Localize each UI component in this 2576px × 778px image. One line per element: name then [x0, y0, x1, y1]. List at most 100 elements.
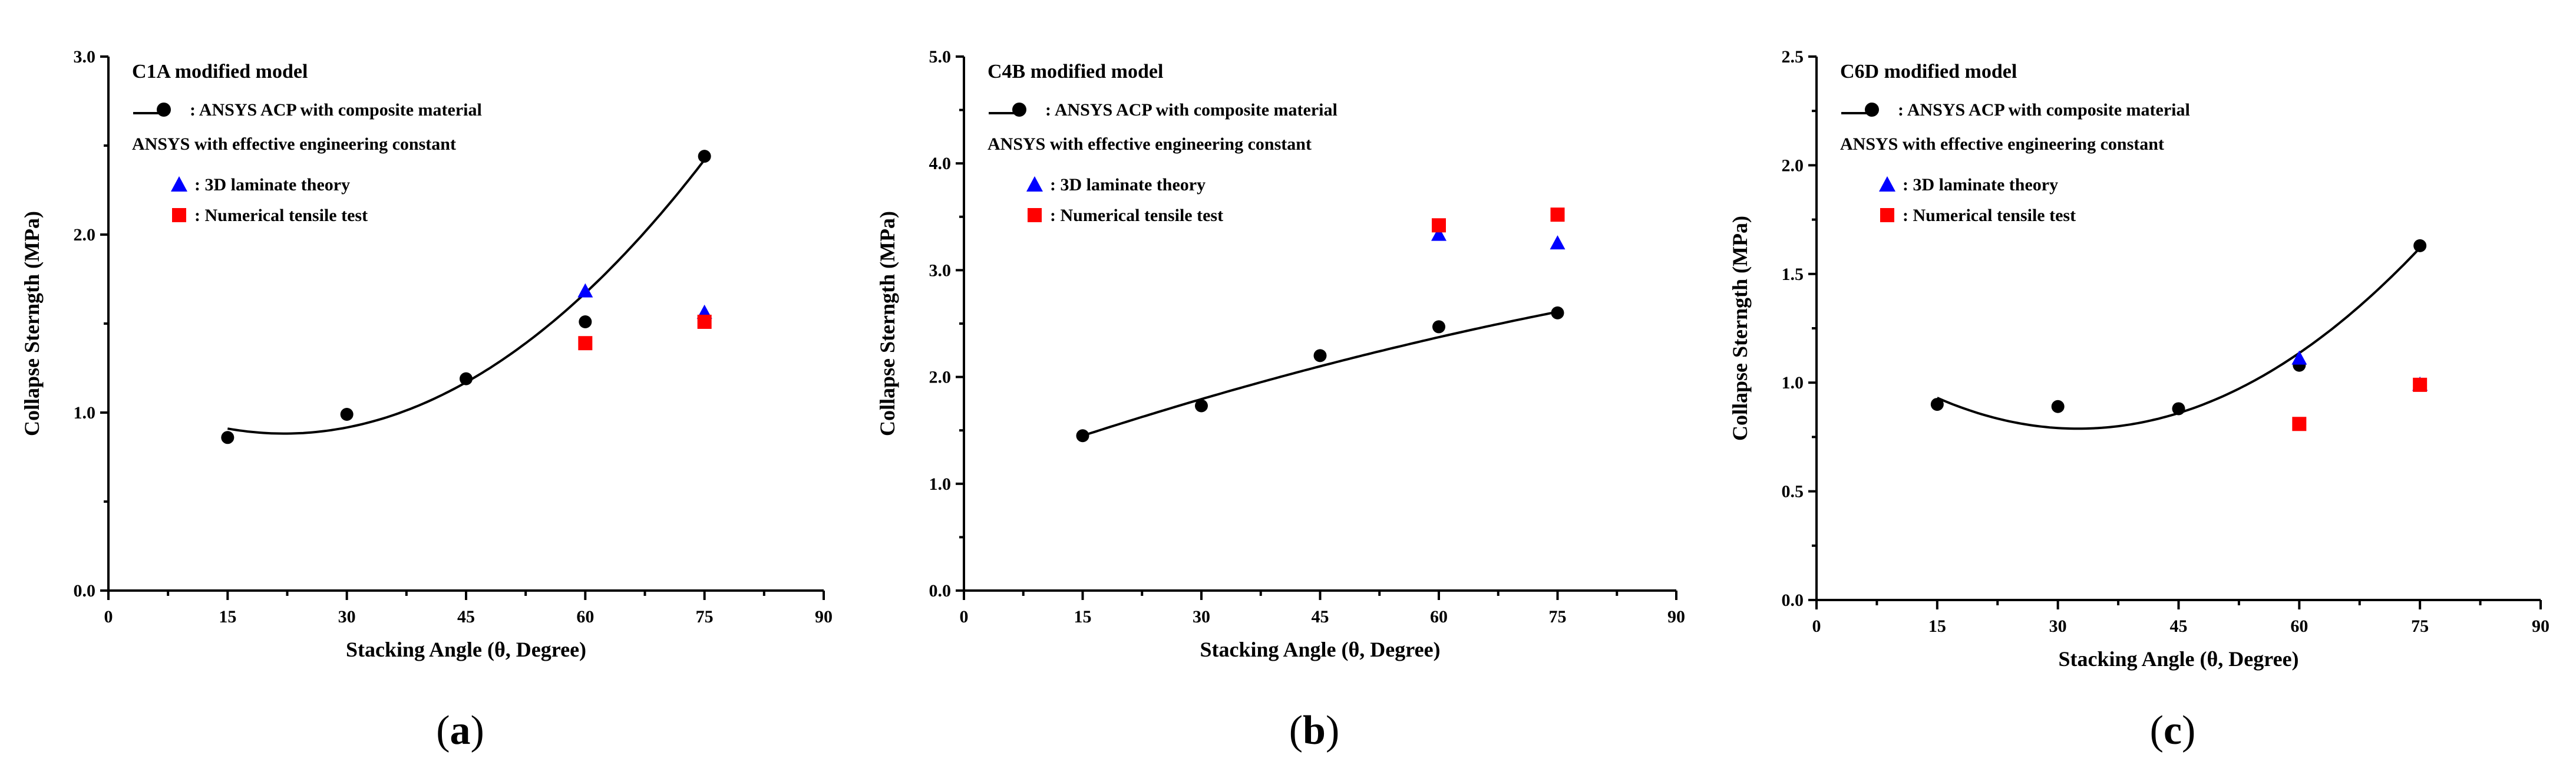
tensile-data-point	[1432, 218, 1446, 233]
legend-effective-header: ANSYS with effective engineering constan…	[132, 134, 456, 154]
acp-data-point	[1432, 320, 1445, 334]
x-tick-label: 75	[696, 607, 714, 627]
legend-triangle-marker	[171, 176, 187, 192]
fit-curve	[1937, 247, 2421, 430]
tensile-data-point	[2413, 377, 2428, 392]
legend-triangle-marker	[1026, 176, 1043, 192]
legend-square-marker	[172, 208, 186, 222]
x-tick-label: 90	[2532, 617, 2549, 636]
y-tick-label: 2.0	[929, 368, 952, 387]
legend-square-marker	[1880, 208, 1894, 222]
chart-title: C1A modified model	[132, 61, 308, 83]
chart-title: C6D modified model	[1840, 61, 2017, 83]
fit-curve	[1082, 311, 1558, 437]
y-tick-label: 0.5	[1782, 482, 1804, 502]
legend-laminate-label: : 3D laminate theory	[194, 175, 350, 194]
x-tick-label: 30	[338, 607, 356, 627]
acp-data-point	[1195, 399, 1208, 413]
x-axis-title: Stacking Angle (θ, Degree)	[1200, 638, 1440, 661]
laminate-data-point	[2291, 350, 2307, 365]
legend-tensile-label: : Numerical tensile test	[1903, 206, 2076, 225]
y-tick-label: 1.0	[74, 403, 96, 423]
x-tick-label: 0	[104, 607, 113, 627]
fit-curve	[227, 159, 706, 435]
y-axis-title: Collapse Sterngth (MPa)	[1728, 216, 1752, 441]
acp-data-point	[2051, 400, 2065, 413]
legend-tensile-label: : Numerical tensile test	[1050, 206, 1223, 225]
y-tick-label: 2.5	[1782, 47, 1804, 67]
chart-panel-b: 0.0 1.0 2.0 3.0 4.0 5.0 0 15 30 45 60 75 90 Stacking …	[876, 47, 1685, 753]
legend-triangle-marker	[1879, 176, 1895, 192]
acp-data-point	[1930, 398, 1944, 411]
acp-data-point	[2172, 402, 2185, 416]
acp-data-point	[698, 150, 711, 163]
y-tick-label: 0.0	[929, 581, 952, 601]
y-axis-title: Collapse Sterngth (MPa)	[876, 211, 899, 436]
x-tick-label: 45	[457, 607, 475, 627]
legend-effective-header: ANSYS with effective engineering constan…	[1840, 134, 2164, 154]
y-tick-label: 1.5	[1782, 265, 1804, 284]
legend-acp-label: : ANSYS ACP with composite material	[190, 100, 482, 120]
x-tick-label: 90	[815, 607, 833, 627]
x-tick-label: 60	[1430, 607, 1448, 627]
legend-circle-marker	[1012, 103, 1026, 117]
laminate-data-point	[1431, 226, 1446, 241]
legend-tensile-label: : Numerical tensile test	[194, 206, 368, 225]
y-tick-label: 2.0	[74, 225, 96, 245]
acp-data-point	[340, 408, 354, 421]
y-tick-label: 5.0	[929, 47, 952, 67]
x-tick-label: 15	[1074, 607, 1092, 627]
x-tick-label: 15	[1928, 617, 1946, 636]
x-tick-label: 0	[1812, 617, 1821, 636]
chart-panel-a: 0.0 1.0 2.0 3.0 0 15 30 45 60 75 90 Stacking Angle …	[20, 47, 833, 753]
legend-square-marker	[1028, 208, 1042, 222]
x-tick-label: 15	[219, 607, 236, 627]
y-tick-label: 0.0	[74, 581, 96, 601]
y-tick-label: 1.0	[929, 474, 952, 494]
acp-data-point	[221, 431, 235, 444]
y-tick-label: 4.0	[929, 154, 952, 173]
x-axis-title: Stacking Angle (θ, Degree)	[2058, 647, 2298, 671]
tensile-data-point	[1550, 207, 1565, 222]
x-axis-title: Stacking Angle (θ, Degree)	[346, 638, 586, 661]
y-tick-label: 3.0	[929, 261, 952, 280]
tensile-data-point	[697, 314, 712, 329]
y-axis-title: Collapse Sterngth (MPa)	[20, 211, 44, 436]
legend-acp-label: : ANSYS ACP with composite material	[1898, 100, 2190, 120]
y-tick-label: 3.0	[74, 47, 96, 67]
legend-laminate-label: : 3D laminate theory	[1903, 175, 2058, 194]
acp-data-point	[1313, 349, 1327, 362]
chart-panel-c: 0.0 0.5 1.0 1.5 2.0 2.5 0 15 30 45 60 75 90 Stacking …	[1728, 47, 2549, 753]
x-tick-label: 30	[2049, 617, 2067, 636]
legend-circle-marker	[1865, 103, 1879, 117]
acp-data-point	[2413, 239, 2427, 252]
y-tick-label: 0.0	[1782, 591, 1804, 610]
x-tick-label: 60	[2290, 617, 2308, 636]
chart-title: C4B modified model	[988, 61, 1163, 83]
x-tick-label: 90	[1667, 607, 1685, 627]
acp-data-point	[460, 372, 473, 385]
x-tick-label: 75	[1549, 607, 1567, 627]
x-tick-label: 45	[2170, 617, 2188, 636]
laminate-data-point	[1550, 235, 1566, 250]
legend-acp-label: : ANSYS ACP with composite material	[1045, 100, 1337, 120]
laminate-data-point	[577, 283, 593, 298]
panel-label: (c)	[2150, 708, 2196, 753]
legend-laminate-label: : 3D laminate theory	[1050, 175, 1206, 194]
acp-data-point	[579, 315, 592, 328]
acp-data-point	[1076, 429, 1089, 443]
y-tick-label: 1.0	[1782, 373, 1804, 393]
x-tick-label: 75	[2411, 617, 2429, 636]
panel-label: (b)	[1289, 708, 1340, 753]
panel-label: (a)	[436, 708, 484, 753]
x-tick-label: 30	[1193, 607, 1210, 627]
tensile-data-point	[2292, 417, 2307, 431]
legend-circle-marker	[157, 103, 171, 117]
tensile-data-point	[578, 336, 593, 351]
x-tick-label: 0	[960, 607, 969, 627]
legend-effective-header: ANSYS with effective engineering constan…	[988, 134, 1312, 154]
acp-data-point	[1551, 306, 1564, 319]
x-tick-label: 45	[1312, 607, 1329, 627]
x-tick-label: 60	[576, 607, 594, 627]
